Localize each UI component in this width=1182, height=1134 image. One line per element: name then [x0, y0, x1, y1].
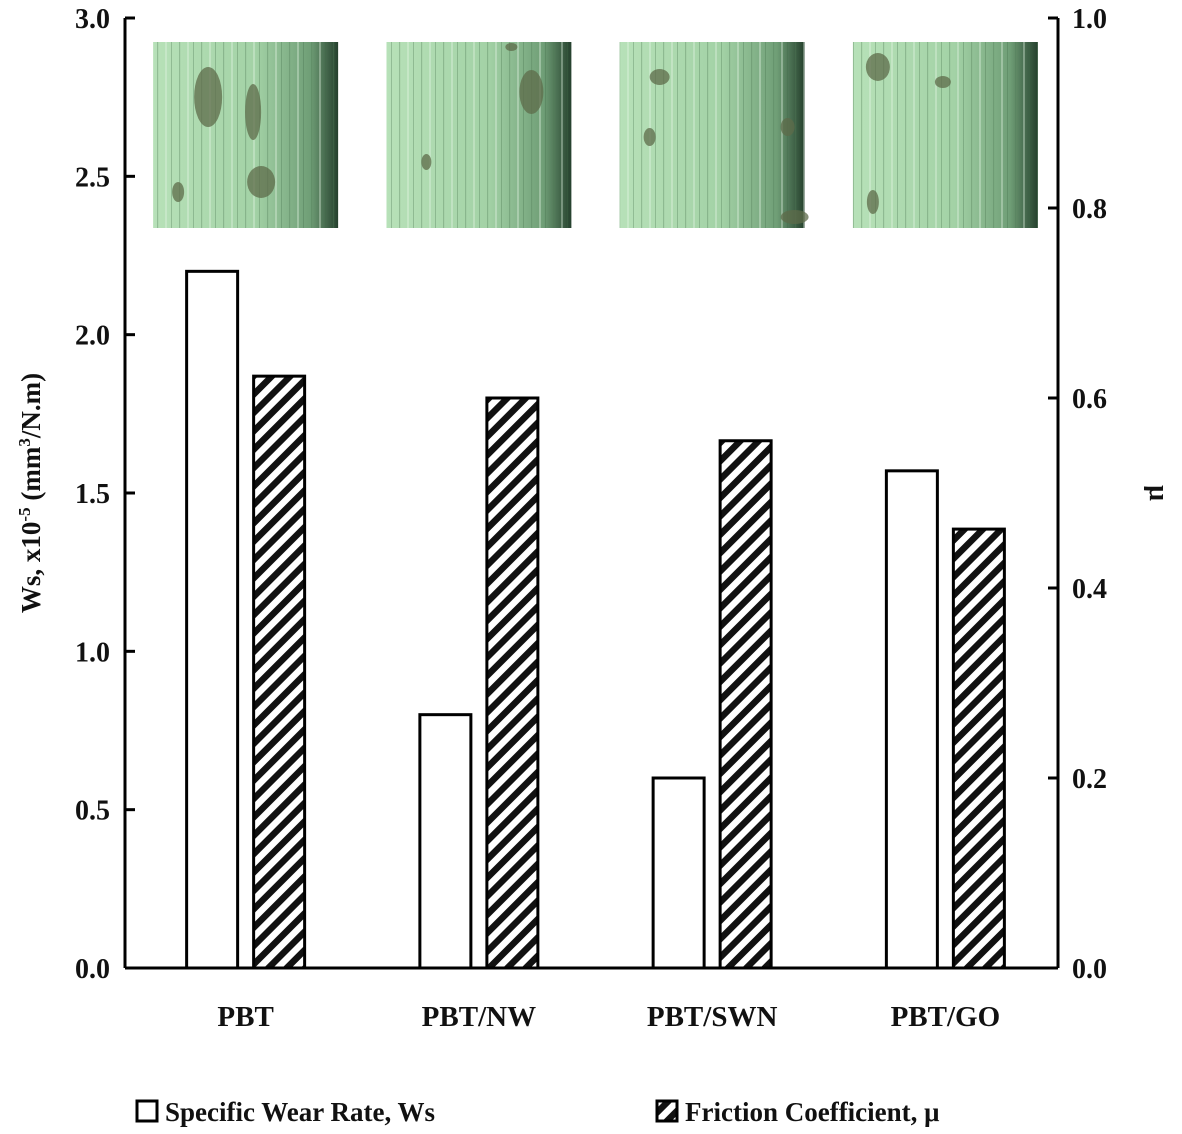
right-tick-label: 0.6	[1072, 384, 1107, 415]
legend-label-wear-rate: Specific Wear Rate, Ws	[165, 1097, 435, 1127]
bar-friction-coefficient	[485, 396, 540, 970]
left-tick-label: 3.0	[75, 4, 110, 35]
left-tick-label: 0.5	[75, 796, 110, 827]
left-tick-label: 0.0	[75, 954, 110, 985]
bar-wear-rate	[418, 713, 473, 970]
bar-wear-rate	[185, 269, 240, 970]
legend-label-friction: Friction Coefficient, μ	[685, 1097, 939, 1127]
left-tick-label: 1.5	[75, 479, 110, 510]
category-labels: PBT PBT/NW PBT/SWN PBT/GO	[217, 1001, 1000, 1033]
legend-item-wear-rate: Specific Wear Rate, Ws	[135, 1097, 435, 1127]
left-axis-ticks: 0.0 0.5 1.0 1.5 2.0 2.5 3.0	[75, 4, 135, 985]
left-tick-label: 1.0	[75, 637, 110, 668]
wear-track-micrograph-pbt-swn	[619, 42, 809, 228]
right-axis-ticks: 0.0 0.2 0.4 0.6 0.8 1.0	[1048, 4, 1107, 985]
right-tick-label: 1.0	[1072, 4, 1107, 35]
legend-item-friction: Friction Coefficient, μ	[655, 1097, 939, 1127]
bar-wear-rate	[651, 776, 706, 970]
wear-track-micrograph-pbt-go	[852, 42, 1038, 228]
category-label: PBT/SWN	[647, 1001, 778, 1033]
right-tick-label: 0.4	[1072, 574, 1107, 605]
left-tick-label: 2.0	[75, 321, 110, 352]
wear-track-micrograph-pbt-nw	[386, 42, 572, 228]
right-axis-label: μ	[1143, 485, 1174, 501]
right-tick-label: 0.8	[1072, 194, 1107, 225]
bar-wear-rate	[884, 469, 939, 970]
right-tick-label: 0.0	[1072, 954, 1107, 985]
bar-friction-coefficient	[951, 527, 1006, 970]
inset-images	[153, 42, 1038, 228]
bar-friction-coefficient	[252, 374, 307, 970]
left-axis-label: Ws, x10-5 (mm3/N.m)	[15, 373, 46, 613]
legend: Specific Wear Rate, Ws Friction Coeffici…	[135, 1097, 939, 1127]
right-tick-label: 0.2	[1072, 764, 1107, 795]
left-tick-label: 2.5	[75, 162, 110, 193]
category-label: PBT	[217, 1001, 273, 1033]
wear-track-micrograph-pbt	[153, 42, 339, 228]
category-label: PBT/GO	[891, 1001, 1001, 1033]
category-label: PBT/NW	[422, 1001, 536, 1033]
legend-swatch-wear-rate	[135, 1099, 159, 1123]
bars-group	[185, 269, 1006, 970]
bar-friction-coefficient	[718, 439, 773, 970]
legend-swatch-friction	[655, 1099, 679, 1123]
